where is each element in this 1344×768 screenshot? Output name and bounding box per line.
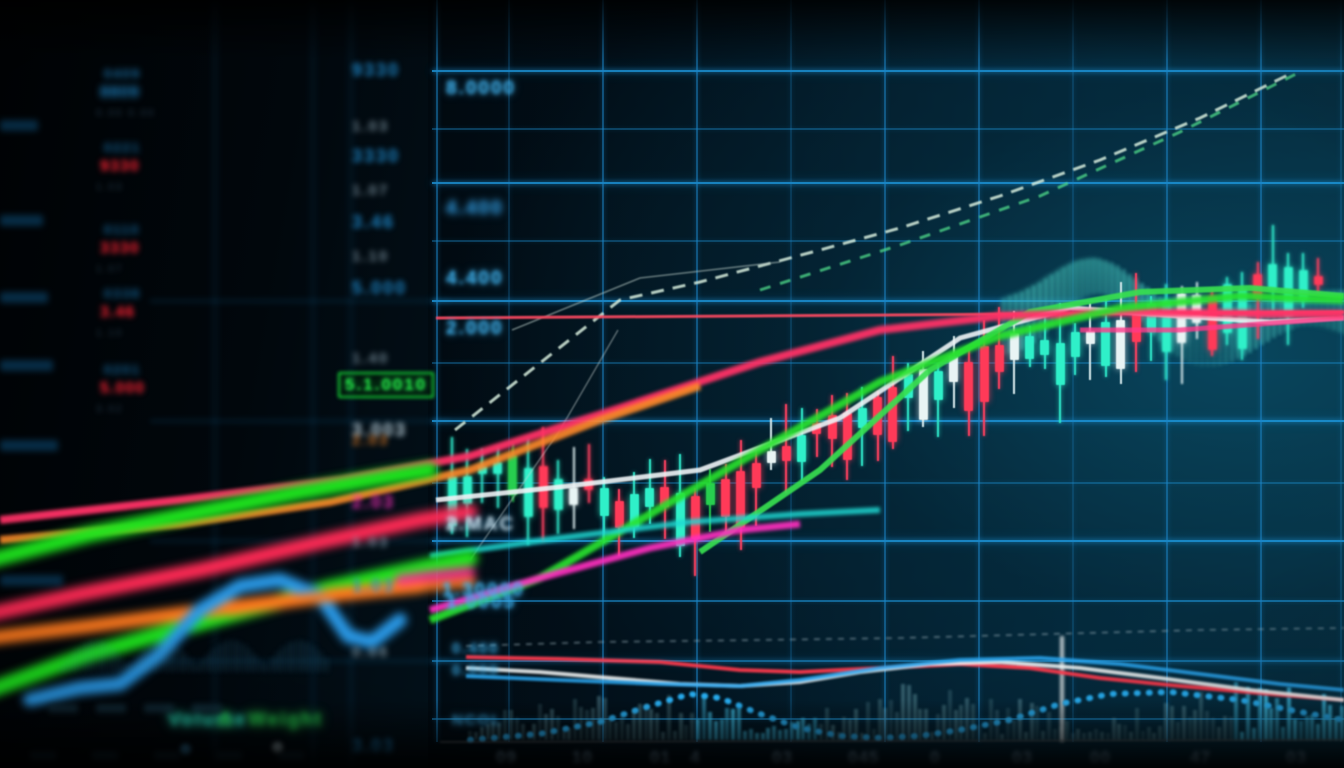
x-axis-chip	[30, 752, 56, 761]
y-axis-tick-label: 2.MAC	[446, 514, 516, 535]
footer-chip	[144, 704, 174, 713]
watchlist-symbol[interactable]: 0338	[104, 286, 141, 301]
watchlist-row-chip	[0, 360, 53, 371]
y-axis-tick-label: 1.30000	[442, 580, 525, 601]
y-axis-secondary-label: 0.08	[352, 644, 390, 661]
watchlist-price: 5.000	[100, 380, 146, 397]
x-axis-tick-label: 0	[930, 748, 941, 767]
x-axis-tick-label: 09	[496, 748, 517, 767]
watchlist-row-chip	[0, 440, 58, 451]
watchlist-change: 1.07	[96, 264, 124, 275]
y-axis-secondary-label: 3330	[352, 146, 401, 166]
x-axis-chip	[154, 752, 180, 761]
watchlist-price: 3330	[100, 240, 140, 257]
x-axis-tick-label: 045	[848, 748, 880, 767]
footer-chip	[48, 704, 78, 713]
y-axis-secondary-label: 5.000	[352, 278, 408, 298]
x-axis-tick-label: 01	[650, 748, 671, 767]
x-axis-tick-label: 00	[1090, 748, 1111, 767]
y-axis-secondary-label: 3.46	[352, 212, 396, 232]
macd-dotted	[467, 688, 1344, 743]
y-axis-secondary-label: 2.03	[352, 492, 396, 512]
watchlist-row-chip	[0, 120, 38, 131]
y-axis-secondary-label: 1.03	[352, 118, 390, 135]
watchlist-price: 3.46	[100, 304, 136, 321]
y-axis-secondary-label: 3.03	[352, 736, 396, 756]
y-axis-tick-label: 4.400	[446, 268, 504, 289]
x-axis-chip	[216, 752, 242, 761]
y-axis-secondary-label: 1.07	[352, 182, 390, 199]
y-axis-secondary-label: 1.03	[352, 534, 390, 551]
watchlist-symbol[interactable]: 0221	[104, 140, 141, 155]
y-axis-tick-label: 4.400	[446, 198, 504, 219]
y-axis-tick-label: 8.0000	[446, 78, 517, 99]
watchlist-price: 8809	[100, 84, 140, 101]
macd-baseline	[439, 739, 1344, 743]
watchlist-symbol[interactable]: 0201	[104, 362, 141, 377]
x-axis-tick-label: 03	[1012, 748, 1033, 767]
x-axis-tick-label: 10	[572, 748, 593, 767]
watchlist-row-chip	[0, 292, 48, 303]
y-axis-secondary-label: 1.03	[352, 576, 396, 596]
y-axis-secondary-label: 2.03	[352, 432, 390, 449]
x-axis-chip	[278, 752, 304, 761]
macd-axis-label: 0.400	[452, 640, 500, 657]
macd-thin-gray	[465, 627, 1344, 647]
x-axis-tick-label: 47	[1190, 748, 1211, 767]
watchlist-change: 3.02	[96, 404, 124, 415]
legend-item-1: A	[218, 710, 234, 731]
x-axis-tick-label: 4	[690, 748, 701, 767]
legend-dot-blue	[180, 744, 191, 755]
watchlist-change: 1.10	[96, 328, 124, 339]
y-axis-tick-label: 2.000	[446, 318, 504, 339]
watchlist-change: 0.00 0.00	[96, 108, 156, 119]
legend-dot-gray	[272, 742, 283, 753]
x-axis-chip	[92, 752, 118, 761]
x-axis-tick-label: 03	[1286, 748, 1307, 767]
y-axis-secondary-label: 9330	[352, 60, 401, 80]
legend-item-0: Volume	[168, 710, 248, 731]
legend-item-2: Weight	[248, 710, 323, 731]
watchlist-symbol[interactable]: 0110	[104, 222, 141, 237]
footer-chip	[192, 704, 222, 713]
watchlist-symbol[interactable]: 0409	[104, 66, 141, 81]
watchlist-change: 1.03	[96, 182, 124, 193]
y-axis-secondary-label: 1.40	[352, 350, 390, 367]
x-axis-tick-label: 03	[772, 748, 793, 767]
macd-axis-label: NCOL	[452, 712, 503, 729]
footer-chip	[96, 704, 126, 713]
macd-axis-label: 0.000	[452, 662, 500, 679]
watchlist-price: 9330	[100, 158, 140, 175]
watchlist-row-chip	[0, 215, 43, 226]
price-tag-badge[interactable]: 5.1.0010	[338, 372, 435, 398]
y-axis-secondary-label: 1.10	[352, 248, 390, 265]
watchlist-row-chip	[0, 575, 63, 586]
